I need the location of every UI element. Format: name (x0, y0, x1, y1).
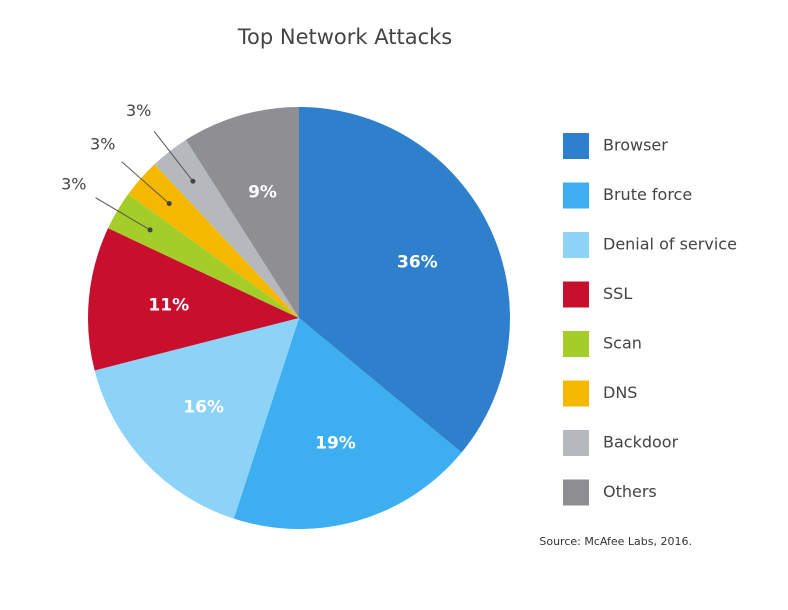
source-note: Source: McAfee Labs, 2016. (539, 535, 692, 548)
data-label: 9% (248, 182, 277, 202)
pie-slice (108, 193, 300, 318)
data-label: 19% (315, 434, 356, 454)
leader-line (121, 161, 170, 204)
legend-swatch (563, 430, 589, 456)
chart-title: Top Network Attacks (237, 25, 452, 49)
legend-label: SSL (603, 284, 632, 303)
pie-slice (87, 228, 299, 371)
leader-line (95, 197, 151, 231)
data-label: 11% (148, 296, 189, 316)
pie-slice (94, 318, 299, 519)
data-label: 36% (397, 252, 438, 272)
leader-dot (190, 178, 196, 184)
legend-swatch (563, 331, 589, 357)
legend-label: Brute force (603, 185, 692, 204)
legend-swatch (563, 479, 589, 506)
leader-line (153, 130, 194, 182)
data-label: 3% (126, 101, 151, 120)
legend-label: Browser (603, 136, 668, 155)
pie-slice (299, 107, 511, 453)
legend-label: Others (603, 482, 657, 501)
legend-label: Denial of service (603, 235, 737, 254)
legend-label: DNS (603, 383, 637, 402)
legend-swatch (563, 232, 589, 258)
legend-swatch (563, 380, 589, 407)
legend-swatch (563, 133, 589, 159)
legend-swatch (563, 281, 589, 308)
data-label: 3% (90, 134, 115, 153)
legend-label: Scan (603, 334, 642, 353)
pie-slice (233, 318, 462, 529)
legend-swatch (563, 182, 589, 209)
data-label: 3% (61, 174, 86, 193)
leader-dot (166, 201, 172, 207)
data-label: 16% (183, 398, 224, 418)
pie-slice (154, 139, 299, 318)
legend-label: Backdoor (603, 433, 679, 452)
pie-slice (185, 107, 299, 318)
leader-dot (147, 227, 153, 233)
